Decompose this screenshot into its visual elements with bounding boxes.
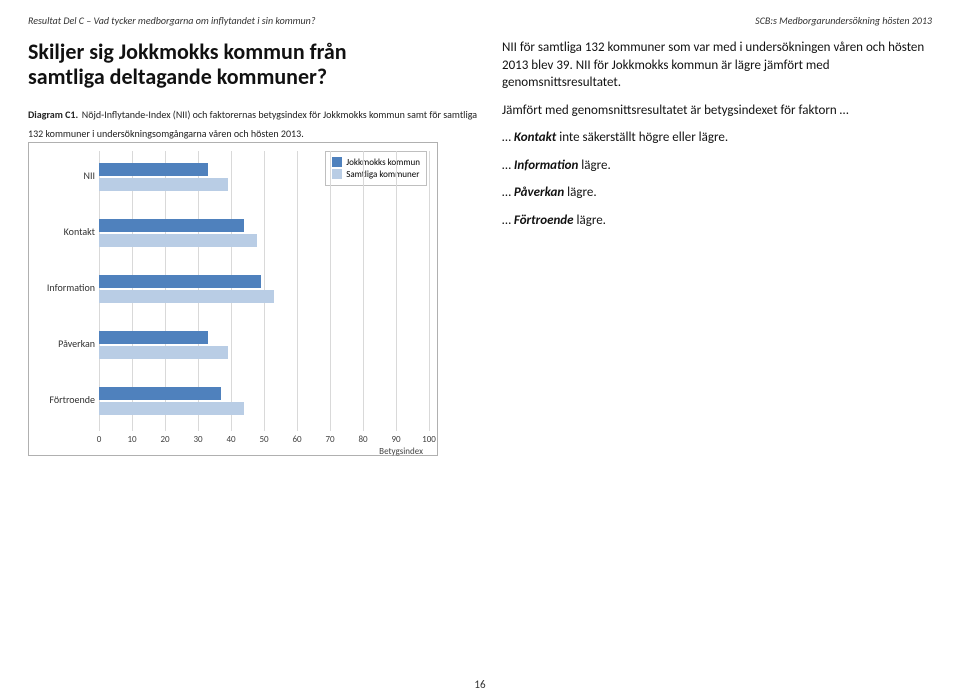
x-tick: 90 bbox=[391, 434, 400, 445]
bullet-fortroende: … Förtroende lägre. bbox=[502, 212, 932, 230]
diagram-desc: Nöjd-Inflytande-Index (NII) och faktorer… bbox=[28, 108, 477, 140]
bullet-kontakt: … Kontakt inte säkerställt högre eller l… bbox=[502, 129, 932, 147]
page-number: 16 bbox=[474, 678, 485, 691]
bar bbox=[99, 178, 228, 191]
bar-group: Kontakt bbox=[99, 213, 429, 257]
bar-group: Påverkan bbox=[99, 325, 429, 369]
body-text: NII för samtliga 132 kommuner som var me… bbox=[502, 39, 932, 456]
bullet-paverkan: … Påverkan lägre. bbox=[502, 184, 932, 202]
x-tick: 50 bbox=[259, 434, 268, 445]
x-tick: 80 bbox=[358, 434, 367, 445]
category-label: NII bbox=[37, 169, 95, 182]
header-right: SCB:s Medborgarundersökning hösten 2013 bbox=[755, 14, 932, 27]
bar bbox=[99, 331, 208, 344]
x-tick: 30 bbox=[193, 434, 202, 445]
bar bbox=[99, 346, 228, 359]
x-tick: 0 bbox=[97, 434, 102, 445]
page-title: Skiljer sig Jokkmokks kommun från samtli… bbox=[28, 39, 478, 90]
diagram-label: Diagram C1. bbox=[28, 108, 78, 121]
bar-group: NII bbox=[99, 157, 429, 201]
header-left: Resultat Del C – Vad tycker medborgarna … bbox=[28, 14, 315, 27]
bar bbox=[99, 387, 221, 400]
heading-line-1: Skiljer sig Jokkmokks kommun från bbox=[28, 38, 347, 65]
bar-group: Förtroende bbox=[99, 381, 429, 425]
x-tick: 20 bbox=[160, 434, 169, 445]
bar bbox=[99, 163, 208, 176]
paragraph-1: NII för samtliga 132 kommuner som var me… bbox=[502, 39, 932, 92]
bar bbox=[99, 290, 274, 303]
gridline bbox=[429, 151, 430, 431]
x-tick: 60 bbox=[292, 434, 301, 445]
x-tick: 40 bbox=[226, 434, 235, 445]
x-axis-title: Betygsindex bbox=[379, 446, 423, 457]
x-tick: 100 bbox=[422, 434, 436, 445]
heading-line-2: samtliga deltagande kommuner? bbox=[28, 63, 327, 90]
bar bbox=[99, 275, 261, 288]
bar bbox=[99, 219, 244, 232]
x-tick: 70 bbox=[325, 434, 334, 445]
bar-chart: Jokkmokks kommun Samtliga kommuner Betyg… bbox=[28, 142, 438, 456]
category-label: Påverkan bbox=[37, 337, 95, 350]
category-label: Kontakt bbox=[37, 225, 95, 238]
x-tick: 10 bbox=[127, 434, 136, 445]
bar bbox=[99, 402, 244, 415]
paragraph-2: Jämfört med genomsnittsresultatet är bet… bbox=[502, 102, 932, 120]
bar-group: Information bbox=[99, 269, 429, 313]
category-label: Förtroende bbox=[37, 393, 95, 406]
bullet-information: … Information lägre. bbox=[502, 157, 932, 175]
bar bbox=[99, 234, 257, 247]
category-label: Information bbox=[37, 281, 95, 294]
